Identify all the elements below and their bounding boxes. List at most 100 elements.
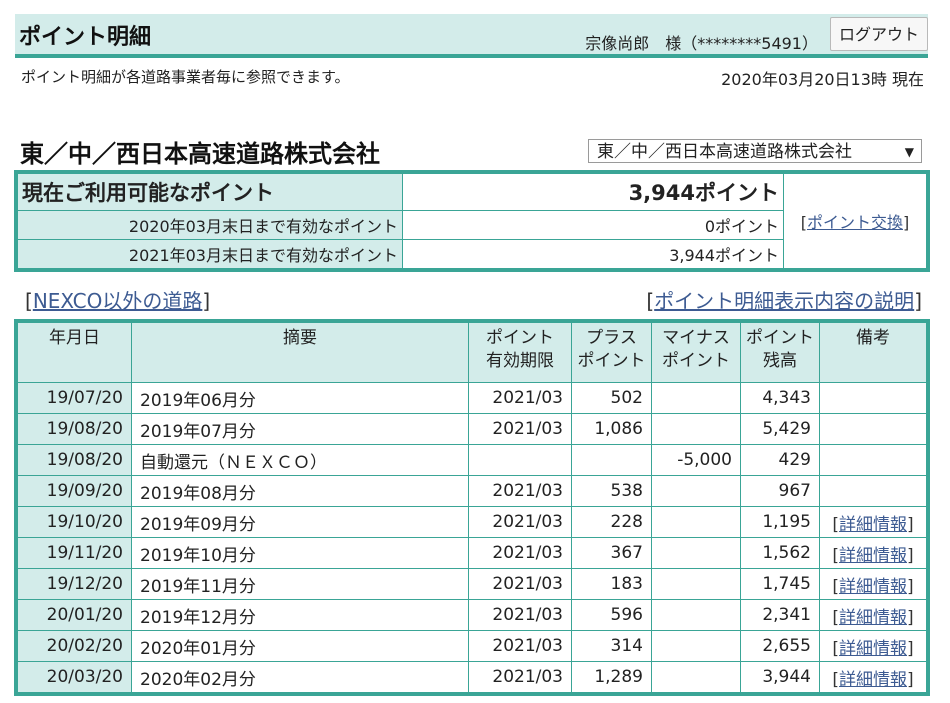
detail-info-link[interactable]: 詳細情報 <box>839 514 907 535</box>
balance-cell: 3,944 <box>740 661 820 693</box>
expiry-2020-label: 2020年03月末日まで有効なポイント <box>17 210 403 240</box>
remark-cell: [詳細情報] <box>819 630 927 662</box>
date-cell: 19/10/20 <box>17 506 132 538</box>
expiry-cell: 2021/03 <box>468 382 572 414</box>
page-title: ポイント明細 <box>19 25 152 50</box>
nexco-other-roads-link[interactable]: NEXCO以外の道路 <box>32 289 203 313</box>
remark-cell <box>819 444 927 476</box>
minus-cell <box>651 413 741 445</box>
expiry-cell: 2021/03 <box>468 568 572 600</box>
col-expiry: ポイント 有効期限 <box>468 322 572 383</box>
date-cell: 19/11/20 <box>17 537 132 569</box>
minus-cell <box>651 599 741 631</box>
remark-cell <box>819 413 927 445</box>
balance-cell: 5,429 <box>740 413 820 445</box>
plus-cell: 367 <box>571 537 652 569</box>
minus-cell <box>651 475 741 507</box>
table-row: 19/07/20 2019年06月分 2021/03 502 4,343 <box>17 382 927 414</box>
minus-cell: -5,000 <box>651 444 741 476</box>
table-row: 20/02/20 2020年01月分 2021/03 314 2,655 [詳細情報] <box>17 630 927 662</box>
points-history-table: 年月日 摘要 ポイント 有効期限 プラス ポイント マイナス ポイント ポイント 残高 … <box>14 319 930 696</box>
expiry-2021-value: 3,944ポイント <box>402 239 784 269</box>
date-cell: 19/08/20 <box>17 444 132 476</box>
minus-cell <box>651 568 741 600</box>
balance-cell: 967 <box>740 475 820 507</box>
balance-cell: 2,655 <box>740 630 820 662</box>
balance-cell: 4,343 <box>740 382 820 414</box>
plus-cell: 538 <box>571 475 652 507</box>
plus-cell: 502 <box>571 382 652 414</box>
summary-cell: 2019年11月分 <box>131 568 469 600</box>
plus-cell <box>571 444 652 476</box>
detail-info-link[interactable]: 詳細情報 <box>839 576 907 597</box>
detail-info-link[interactable]: 詳細情報 <box>839 638 907 659</box>
nexco-other-roads: [NEXCO以外の道路] <box>25 289 211 313</box>
summary-cell: 2020年02月分 <box>131 661 469 693</box>
remark-cell: [詳細情報] <box>819 661 927 693</box>
current-points-label: 現在ご利用可能なポイント <box>17 173 403 211</box>
exchange-cell: [ポイント交換] <box>783 173 927 269</box>
col-minus: マイナス ポイント <box>651 322 741 383</box>
explanation-link[interactable]: ポイント明細表示内容の説明 <box>654 289 915 313</box>
points-summary: 現在ご利用可能なポイント 3,944ポイント [ポイント交換] 2020年03月… <box>14 170 930 272</box>
balance-cell: 429 <box>740 444 820 476</box>
minus-cell <box>651 537 741 569</box>
plus-cell: 314 <box>571 630 652 662</box>
remark-cell <box>819 382 927 414</box>
date-cell: 20/02/20 <box>17 630 132 662</box>
expiry-cell: 2021/03 <box>468 661 572 693</box>
col-balance: ポイント 残高 <box>740 322 820 383</box>
expiry-2020-value: 0ポイント <box>402 210 784 240</box>
table-row: 19/12/20 2019年11月分 2021/03 183 1,745 [詳細情報] <box>17 568 927 600</box>
date-cell: 19/12/20 <box>17 568 132 600</box>
table-row: 19/11/20 2019年10月分 2021/03 367 1,562 [詳細情報] <box>17 537 927 569</box>
company-select-value: 東／中／西日本高速道路株式会社 <box>597 142 852 162</box>
timestamp: 2020年03月20日13時 現在 <box>721 70 924 89</box>
plus-cell: 596 <box>571 599 652 631</box>
remark-cell <box>819 475 927 507</box>
col-plus: プラス ポイント <box>571 322 652 383</box>
remark-cell: [詳細情報] <box>819 568 927 600</box>
expiry-cell <box>468 444 572 476</box>
col-date: 年月日 <box>17 322 132 383</box>
detail-info-link[interactable]: 詳細情報 <box>839 545 907 566</box>
date-cell: 19/08/20 <box>17 413 132 445</box>
table-header-row: 年月日 摘要 ポイント 有効期限 プラス ポイント マイナス ポイント ポイント 残高 … <box>17 322 927 383</box>
balance-cell: 1,745 <box>740 568 820 600</box>
balance-cell: 1,562 <box>740 537 820 569</box>
table-row: 19/10/20 2019年09月分 2021/03 228 1,195 [詳細情報] <box>17 506 927 538</box>
point-exchange-link[interactable]: ポイント交換 <box>806 213 903 232</box>
summary-cell: 自動還元（ＮＥＸＣＯ） <box>131 444 469 476</box>
minus-cell <box>651 506 741 538</box>
detail-info-link[interactable]: 詳細情報 <box>839 669 907 690</box>
summary-cell: 2019年10月分 <box>131 537 469 569</box>
logout-button[interactable]: ログアウト <box>830 17 928 51</box>
remark-cell: [詳細情報] <box>819 506 927 538</box>
summary-cell: 2019年12月分 <box>131 599 469 631</box>
minus-cell <box>651 661 741 693</box>
summary-cell: 2019年07月分 <box>131 413 469 445</box>
company-select[interactable]: 東／中／西日本高速道路株式会社 ▼ <box>588 139 922 163</box>
expiry-cell: 2021/03 <box>468 630 572 662</box>
table-row: 20/03/20 2020年02月分 2021/03 1,289 3,944 [詳細情報] <box>17 661 927 693</box>
expiry-cell: 2021/03 <box>468 506 572 538</box>
col-summary: 摘要 <box>131 322 469 383</box>
company-title: 東／中／西日本高速道路株式会社 <box>20 140 380 168</box>
expiry-cell: 2021/03 <box>468 599 572 631</box>
summary-cell: 2020年01月分 <box>131 630 469 662</box>
plus-cell: 228 <box>571 506 652 538</box>
date-cell: 19/07/20 <box>17 382 132 414</box>
explanation: [ポイント明細表示内容の説明] <box>646 289 922 313</box>
user-info: 宗像尚郎 様（********5491） <box>585 34 818 53</box>
date-cell: 19/09/20 <box>17 475 132 507</box>
col-remarks: 備考 <box>819 322 927 383</box>
table-row: 19/08/20 自動還元（ＮＥＸＣＯ） -5,000 429 <box>17 444 927 476</box>
balance-cell: 1,195 <box>740 506 820 538</box>
current-points-value: 3,944ポイント <box>402 173 784 211</box>
summary-cell: 2019年06月分 <box>131 382 469 414</box>
plus-cell: 1,086 <box>571 413 652 445</box>
minus-cell <box>651 630 741 662</box>
detail-info-link[interactable]: 詳細情報 <box>839 607 907 628</box>
minus-cell <box>651 382 741 414</box>
balance-cell: 2,341 <box>740 599 820 631</box>
